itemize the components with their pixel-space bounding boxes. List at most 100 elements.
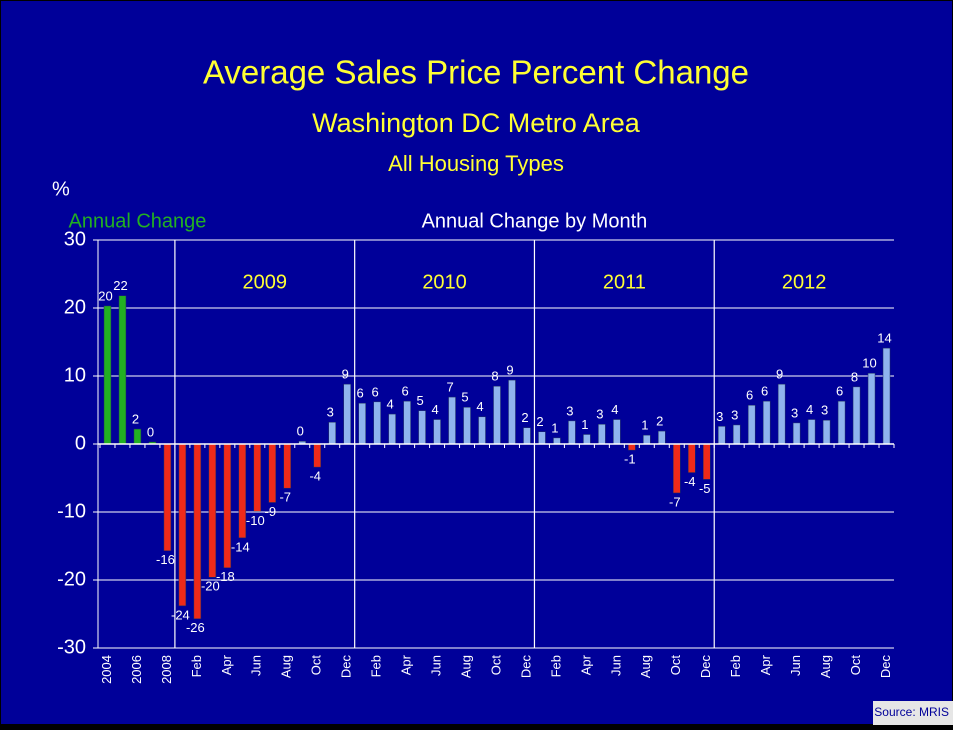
bar — [253, 443, 262, 512]
value-label: -5 — [699, 481, 711, 496]
year-label: 2012 — [782, 271, 827, 293]
value-label: 2 — [656, 414, 663, 429]
value-label: 3 — [327, 405, 334, 420]
value-label: -7 — [669, 494, 681, 509]
value-label: 3 — [821, 403, 828, 418]
x-tick-label: Aug — [279, 655, 294, 678]
x-tick-label: Apr — [758, 654, 773, 675]
bar — [732, 424, 741, 445]
bar — [673, 443, 681, 494]
value-label: 7 — [446, 380, 453, 395]
bar — [358, 402, 366, 445]
x-tick-label: Feb — [369, 655, 384, 677]
x-tick-label: 2006 — [129, 655, 144, 684]
y-tick-label: 10 — [64, 364, 86, 386]
x-tick-label: Oct — [309, 655, 324, 676]
value-label: 6 — [357, 386, 364, 401]
value-label: -7 — [279, 490, 291, 505]
value-label: 8 — [851, 369, 858, 384]
value-label: 6 — [761, 384, 768, 399]
bar — [583, 434, 591, 445]
value-label: 4 — [611, 402, 618, 417]
value-label: 6 — [401, 384, 408, 399]
x-tick-label: Oct — [488, 655, 503, 676]
value-label: -18 — [216, 569, 235, 584]
bar — [103, 305, 112, 445]
chart-subtitle: All Housing Types — [388, 151, 564, 176]
value-label: 2 — [521, 410, 528, 425]
bar — [568, 420, 576, 445]
bar — [852, 386, 861, 445]
y-tick-label: 30 — [64, 228, 86, 250]
bar — [208, 443, 217, 578]
bar — [463, 407, 471, 445]
x-tick-label: Oct — [668, 655, 683, 676]
x-tick-label: Dec — [339, 655, 354, 679]
bar — [538, 431, 546, 445]
bar — [882, 347, 891, 445]
bar — [238, 443, 247, 539]
x-tick-label: Feb — [189, 655, 204, 677]
value-label: 22 — [113, 278, 127, 293]
x-tick-label: Feb — [728, 655, 743, 677]
x-tick-label: Oct — [848, 655, 863, 676]
x-tick-label: Dec — [518, 655, 533, 679]
bar — [762, 400, 771, 445]
bar — [717, 426, 726, 445]
value-label: -26 — [186, 620, 205, 635]
value-label: 0 — [297, 424, 304, 439]
value-label: 4 — [476, 399, 483, 414]
bar — [118, 295, 127, 445]
bar — [523, 427, 531, 445]
bar — [418, 410, 426, 445]
chart-title: Average Sales Price Percent Change — [203, 54, 749, 91]
x-tick-label: Apr — [219, 654, 234, 675]
bar — [178, 443, 187, 607]
bar — [133, 428, 142, 445]
bar — [598, 424, 606, 445]
bar — [867, 373, 876, 445]
value-label: 3 — [791, 405, 798, 420]
value-label: 3 — [716, 409, 723, 424]
year-label: 2011 — [603, 271, 646, 293]
section-label: Annual Change by Month — [422, 210, 648, 232]
value-label: 0 — [147, 424, 154, 439]
bar — [388, 413, 396, 445]
value-label: -14 — [231, 539, 250, 554]
bar — [508, 379, 516, 445]
bar — [553, 437, 561, 445]
value-label: 3 — [596, 407, 603, 422]
x-tick-label: Jun — [608, 655, 623, 676]
value-label: -20 — [201, 579, 220, 594]
bar — [433, 419, 441, 445]
source-box — [873, 701, 953, 725]
x-tick-label: Apr — [399, 654, 414, 675]
y-tick-label: -20 — [57, 568, 86, 590]
bar — [613, 419, 621, 445]
x-tick-label: Jun — [249, 655, 264, 676]
bar — [777, 383, 786, 445]
value-label: 9 — [506, 363, 513, 378]
value-label: 3 — [731, 407, 738, 422]
bar — [268, 443, 277, 503]
section-label: Annual Change — [69, 210, 207, 232]
x-tick-label: 2008 — [159, 655, 174, 684]
value-label: 3 — [566, 403, 573, 418]
value-label: 6 — [746, 388, 753, 403]
bar — [643, 434, 651, 445]
y-tick-label: 0 — [75, 432, 86, 454]
x-tick-label: Dec — [878, 655, 893, 679]
bar — [283, 443, 292, 489]
value-label: -24 — [171, 607, 190, 622]
value-label: 1 — [551, 420, 558, 435]
bar — [343, 383, 351, 445]
x-tick-label: Aug — [458, 655, 473, 678]
year-label: 2009 — [243, 271, 288, 293]
x-tick-label: Aug — [818, 655, 833, 678]
x-tick-label: Jun — [788, 655, 803, 676]
x-tick-label: Dec — [698, 655, 713, 679]
bar — [658, 430, 666, 445]
value-label: -4 — [684, 474, 696, 489]
